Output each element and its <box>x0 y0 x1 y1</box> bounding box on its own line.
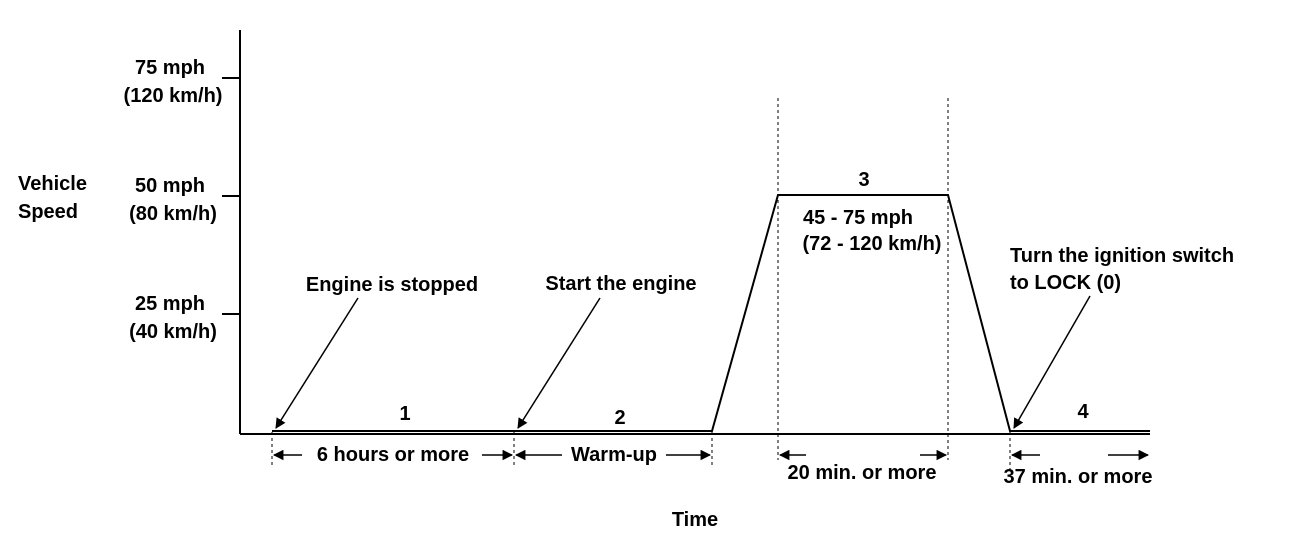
phase-3-number: 3 <box>858 169 869 191</box>
engine-stopped-label: Engine is stopped <box>306 274 478 296</box>
y-axis-title-line2: Speed <box>18 201 78 223</box>
y-tick-label-25-mph: 25 mph <box>135 293 205 315</box>
ignition-label-line2: to LOCK (0) <box>1010 272 1121 294</box>
phase-1-number: 1 <box>399 403 410 425</box>
ignition-pointer <box>1013 295 1091 429</box>
phase-2-number: 2 <box>614 407 625 429</box>
phase-3-duration: 20 min. or more <box>788 462 937 484</box>
phase-3-speed-mph: 45 - 75 mph <box>803 207 913 229</box>
phase-1-duration: 6 hours or more <box>317 444 469 466</box>
speed-profile-line <box>272 194 1150 432</box>
engine-stopped-pointer <box>275 297 359 429</box>
y-tick-label-50-kmh: (80 km/h) <box>129 203 217 225</box>
y-axis-title-line1: Vehicle <box>18 173 87 195</box>
start-engine-pointer <box>517 297 601 429</box>
ignition-label-line1: Turn the ignition switch <box>1010 245 1234 267</box>
x-axis-title: Time <box>672 509 718 531</box>
start-engine-label: Start the engine <box>545 273 696 295</box>
phase-4-duration: 37 min. or more <box>1004 466 1153 488</box>
y-tick-label-75-mph: 75 mph <box>135 57 205 79</box>
y-tick-label-75-kmh: (120 km/h) <box>124 85 223 107</box>
phase-4-number: 4 <box>1077 401 1089 423</box>
phase-3-speed-kmh: (72 - 120 km/h) <box>803 233 942 255</box>
y-tick-label-25-kmh: (40 km/h) <box>129 321 217 343</box>
y-tick-label-50-mph: 50 mph <box>135 175 205 197</box>
phase-2-duration: Warm-up <box>571 444 657 466</box>
